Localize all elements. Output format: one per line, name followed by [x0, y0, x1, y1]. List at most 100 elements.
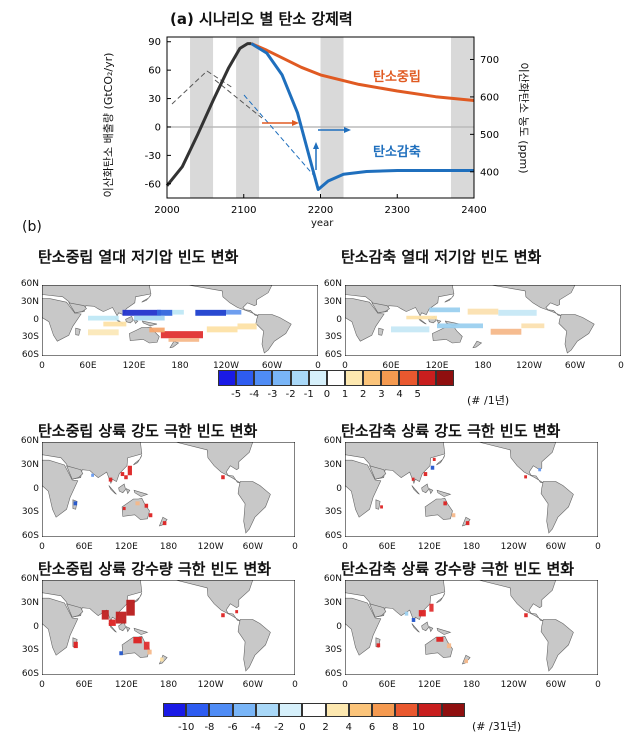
land-6	[411, 623, 420, 633]
land-3	[436, 592, 446, 604]
land-3	[141, 294, 152, 303]
panel-b-tag: (b)	[22, 219, 42, 235]
lon-tick-label: 60E	[79, 361, 97, 371]
map-cell-0	[101, 610, 109, 620]
land-0	[42, 597, 79, 656]
land-12	[237, 619, 271, 672]
lat-tick-label: 30N	[323, 597, 342, 608]
colorbar-tick-label: 0	[323, 389, 331, 400]
lon-tick-label: 60E	[75, 680, 93, 690]
colorbar-swatch	[254, 370, 273, 386]
land-12	[237, 481, 271, 534]
lat-tick-label: 60S	[21, 669, 39, 679]
map-cell-8	[160, 331, 203, 339]
lat-tick-label: 0	[33, 621, 39, 632]
map-cell-4	[446, 643, 452, 649]
shaded-period-1	[236, 37, 260, 198]
map-cell-7	[432, 457, 436, 461]
y2-tick-label-3: 700	[480, 55, 499, 66]
lat-tick-label: 0	[336, 314, 342, 325]
colorbar-swatch	[441, 703, 465, 717]
lat-tick-label: 0	[33, 483, 39, 494]
lon-tick-label: 180	[159, 542, 178, 552]
map-cell-12	[168, 338, 200, 342]
land-7	[125, 626, 131, 633]
shaded-period-2	[320, 37, 344, 198]
map-cell-1	[124, 475, 128, 480]
x-tick-label-2: 2200	[308, 205, 333, 216]
map-cell-6	[88, 315, 119, 321]
colorbar-swatch	[308, 370, 327, 386]
lat-tick-label: 30N	[20, 597, 39, 608]
lon-tick-label: 60W	[242, 680, 263, 690]
map-svg-3	[42, 442, 295, 537]
map-cell-0	[429, 307, 460, 313]
map-cell-6	[148, 513, 153, 518]
y2-tick-label-1: 500	[480, 130, 499, 141]
map-title-3: 탄소중립 상륙 강도 극한 빈도 변화	[38, 422, 258, 440]
map-title-6: 탄소감축 상륙 강수량 극한 빈도 변화	[341, 560, 575, 578]
map-cell-9	[235, 610, 239, 614]
y-tick-label-0: -60	[145, 179, 161, 190]
y-tick-label-5: 90	[148, 37, 161, 48]
map-cell-4	[490, 328, 522, 335]
colorbar-2-unit: (# /31년)	[472, 720, 522, 733]
colorbar-tick-label: 4	[396, 389, 403, 400]
lat-tick-label: 60N	[20, 279, 39, 289]
series-line-0	[165, 42, 252, 187]
lon-tick-label: 120W	[515, 361, 543, 371]
colorbar-swatch	[418, 703, 442, 717]
colorbar-swatch	[371, 703, 396, 717]
land-3	[133, 454, 143, 466]
lat-tick-label: 30S	[324, 507, 342, 518]
colorbar-swatch	[395, 703, 419, 717]
map-cell-6	[147, 649, 152, 655]
map-cell-0	[122, 309, 161, 316]
lon-tick-label: 180	[171, 361, 189, 371]
map-6	[345, 580, 598, 675]
colorbar-swatch	[435, 370, 454, 386]
map-cell-1	[115, 611, 127, 624]
lon-tick-label: 0	[39, 542, 45, 552]
lon-tick-label: 120E	[114, 542, 138, 552]
colorbar-tick-label: 1	[341, 389, 349, 400]
lat-tick-label: 60N	[20, 436, 39, 446]
land-2	[371, 302, 390, 314]
colorbar-swatch	[209, 703, 233, 717]
lon-tick-label: 120E	[122, 361, 146, 371]
colorbar-swatch	[236, 370, 255, 386]
land-8	[141, 320, 158, 327]
lon-tick-label: 180	[462, 680, 481, 690]
lat-tick-label: 30S	[324, 332, 342, 343]
map-cell-9	[149, 327, 165, 333]
map-cell-6	[524, 475, 528, 479]
lat-tick-label: 30S	[324, 645, 342, 656]
map-cell-2	[498, 309, 537, 316]
map-svg-1	[42, 285, 318, 356]
colorbar-swatch	[290, 370, 309, 386]
land-7	[125, 488, 131, 495]
lat-tick-label: 30N	[323, 459, 342, 470]
map-svg-4	[345, 442, 598, 537]
y-tick-label-3: 30	[148, 94, 161, 105]
colorbar-swatch	[325, 703, 349, 717]
map-cell-5	[134, 315, 165, 321]
map-cell-6	[521, 323, 545, 329]
lat-tick-label: 30S	[21, 645, 39, 656]
lat-tick-label: 60S	[324, 350, 342, 360]
land-10	[169, 340, 180, 349]
map-cell-3	[437, 323, 483, 329]
map-svg-6	[345, 580, 598, 675]
lat-tick-label: 0	[33, 314, 39, 325]
map-cell-7	[406, 315, 437, 320]
land-4	[378, 327, 384, 336]
lat-tick-label: 60N	[323, 574, 342, 584]
land-0	[42, 459, 79, 518]
map-cell-7	[103, 321, 127, 327]
map-1	[42, 285, 318, 356]
map-cell-2	[126, 599, 135, 616]
map-cell-3	[108, 619, 116, 626]
colorbar-tick-label: -6	[227, 722, 238, 733]
lon-tick-label: 60W	[545, 542, 566, 552]
colorbar-swatch	[279, 703, 303, 717]
